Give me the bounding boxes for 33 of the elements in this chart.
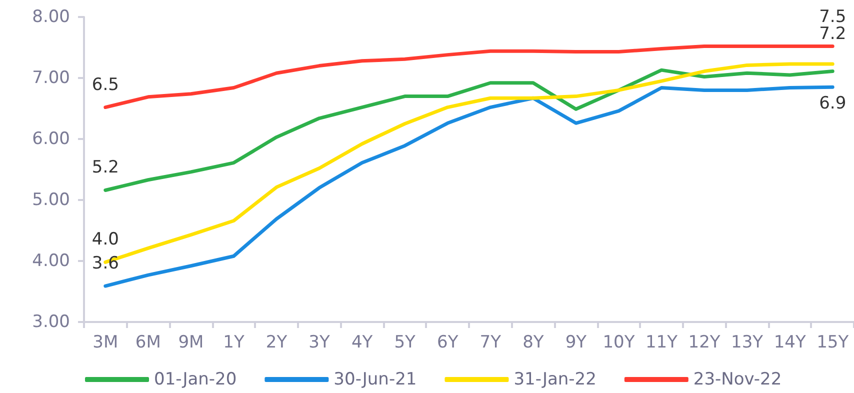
y-tick-label: 4.00	[32, 251, 70, 271]
x-tick-label: 6Y	[437, 332, 459, 352]
x-tick-label: 11Y	[645, 332, 678, 352]
legend-label: 01-Jan-20	[154, 370, 237, 390]
x-tick-label: 9Y	[565, 332, 588, 352]
data-label: 6.5	[92, 74, 119, 95]
y-tick-label: 7.00	[32, 68, 70, 88]
x-tick-label: 13Y	[731, 332, 764, 352]
x-tick-label: 9M	[178, 332, 204, 352]
x-tick-label: 10Y	[602, 332, 636, 352]
legend-label: 30-Jun-21	[334, 370, 417, 390]
y-tick-label: 3.00	[32, 312, 70, 332]
x-tick-label: 4Y	[351, 332, 374, 352]
y-tick-label: 8.00	[32, 7, 70, 27]
x-tick-label: 7Y	[480, 332, 502, 352]
y-tick-label: 5.00	[32, 190, 70, 210]
x-tick-label: 6M	[135, 332, 161, 352]
legend-label: 31-Jan-22	[514, 370, 596, 390]
x-tick-label: 15Y	[816, 332, 850, 352]
x-tick-label: 12Y	[688, 332, 721, 352]
data-label: 6.9	[819, 94, 846, 114]
legend-label: 23-Nov-22	[693, 370, 782, 390]
x-tick-label: 14Y	[774, 332, 806, 352]
x-tick-label: 2Y	[266, 332, 288, 352]
y-tick-label: 6.00	[32, 129, 70, 149]
data-label: 5.2	[92, 158, 119, 178]
x-tick-label: 1Y	[223, 332, 245, 352]
x-tick-label: 8Y	[522, 332, 544, 352]
data-label: 3.6	[92, 254, 119, 274]
data-label: 4.0	[92, 230, 119, 250]
x-tick-label: 3M	[92, 332, 118, 352]
x-tick-label: 5Y	[394, 332, 416, 352]
x-tick-label: 3Y	[308, 332, 330, 352]
